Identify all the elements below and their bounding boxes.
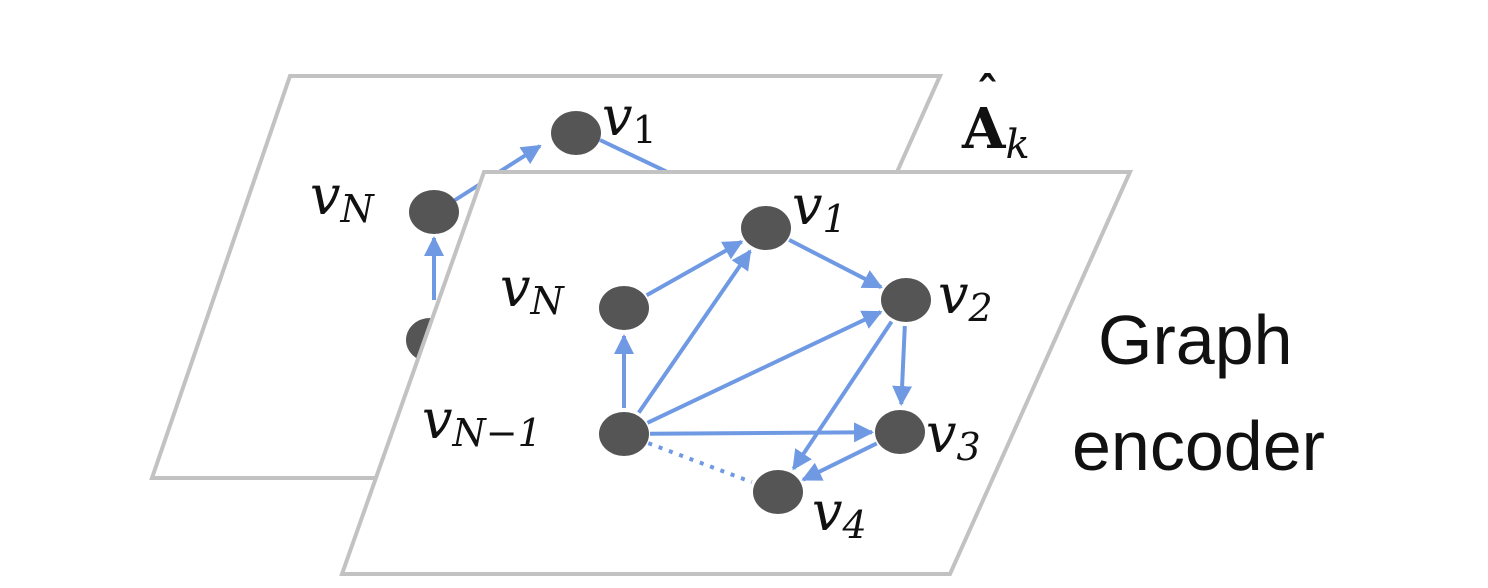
node-v4 xyxy=(753,470,803,514)
node-label-v3: v3 xyxy=(926,402,981,469)
edge-v1-v2 xyxy=(788,238,883,289)
edge-vN1-v3 xyxy=(649,422,875,443)
back-node-label-vN: vN xyxy=(310,164,376,231)
node-label-v1: v1 xyxy=(792,174,847,241)
node-vN xyxy=(599,286,649,330)
edge-v2-v3 xyxy=(892,325,913,407)
node-label-v2: v2 xyxy=(938,263,993,330)
front-plane-parallelogram xyxy=(339,170,1134,576)
node-label-vN: vN xyxy=(500,256,566,323)
edge-vN1-v1 xyxy=(637,249,752,414)
side-label: Graph encoder xyxy=(1072,301,1325,485)
edge-vN-v1 xyxy=(645,240,744,297)
node-v3 xyxy=(875,410,925,454)
front-nodes xyxy=(599,206,931,514)
node-label-vN-minus-1: vN−1 xyxy=(422,388,542,455)
back-node-v1 xyxy=(551,111,601,155)
front-labels: v1 v2 v3 v4 vN vN−1 xyxy=(422,174,993,547)
edge-vN1-v4 xyxy=(647,441,753,485)
front-plane: v1 v2 v3 v4 vN vN−1 xyxy=(339,170,1134,576)
matrix-label-hat: ˆ xyxy=(976,67,999,121)
matrix-label: Ak xyxy=(961,96,1030,168)
edge-v2-v4 xyxy=(791,320,894,471)
back-node-vN xyxy=(409,190,459,234)
node-v1 xyxy=(741,206,791,250)
node-label-v4: v4 xyxy=(812,480,867,547)
edge-v3-v4 xyxy=(801,441,878,482)
back-node-label-v1: v1 xyxy=(602,85,657,152)
node-v2 xyxy=(881,278,931,322)
side-label-line2: encoder xyxy=(1072,407,1325,485)
side-label-line1: Graph xyxy=(1098,301,1293,379)
node-vN1 xyxy=(599,412,649,456)
front-edges xyxy=(614,238,913,485)
edge-vN1-v2 xyxy=(646,310,883,425)
